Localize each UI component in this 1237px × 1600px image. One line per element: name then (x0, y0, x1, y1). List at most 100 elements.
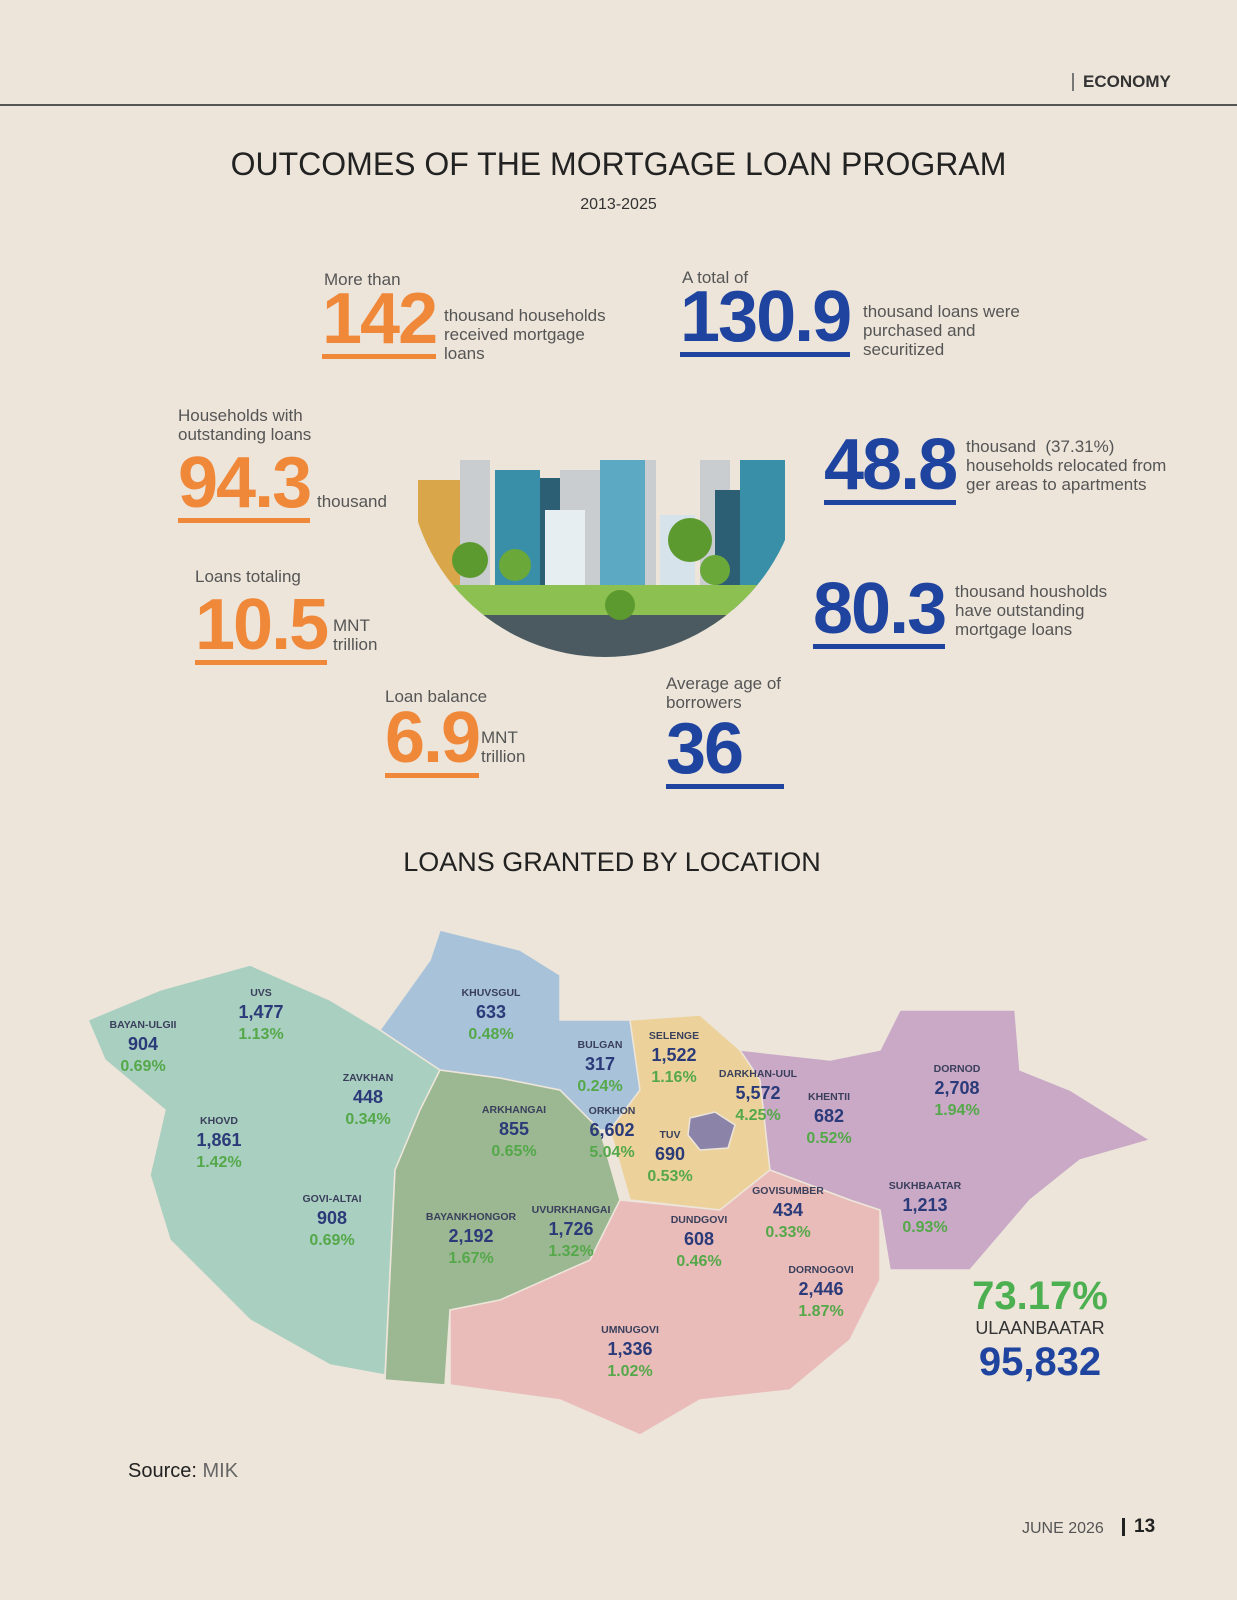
region-name: DORNOD (934, 1063, 981, 1075)
region-name: DARKHAN-UUL (719, 1068, 798, 1080)
stat-text: thousand loans were purchased and securi… (863, 302, 1020, 359)
region-share: 0.33% (765, 1224, 810, 1241)
stat-value: 6.9 (385, 698, 481, 778)
region-count: 6,602 (589, 1120, 634, 1140)
region-share: 0.53% (647, 1168, 692, 1185)
region-name: UVURKHANGAI (532, 1204, 611, 1216)
capital-count: 95,832 (978, 1340, 1102, 1384)
stat-value: 80.3 (813, 569, 947, 649)
subtitle: 2013-2025 (580, 196, 657, 213)
region-share: 0.48% (468, 1026, 513, 1043)
region-share: 0.52% (806, 1130, 851, 1147)
stat-text: thousand households received mortgage lo… (444, 306, 606, 363)
region-name: SUKHBAATAR (889, 1180, 962, 1192)
region-count: 1,477 (238, 1002, 283, 1022)
header-divider (1072, 73, 1074, 91)
stat-value: 10.5 (195, 585, 329, 665)
header-rule (0, 104, 1237, 106)
region-share: 0.34% (345, 1111, 390, 1128)
region-count: 1,336 (607, 1339, 652, 1359)
region-name: BULGAN (578, 1039, 623, 1051)
region-count: 2,446 (798, 1279, 843, 1299)
stat-value: 94.3 (178, 443, 312, 523)
page-number: 13 (1134, 1516, 1156, 1537)
region-share: 1.67% (448, 1250, 493, 1267)
region-share: 0.69% (309, 1232, 354, 1249)
region-share: 0.93% (902, 1219, 947, 1236)
stat-text: thousand housholds have outstanding mort… (955, 582, 1108, 639)
region-name: BAYANKHONGOR (426, 1211, 517, 1223)
region-share: 5.04% (589, 1144, 634, 1161)
region-name: DUNDGOVI (671, 1214, 728, 1226)
section-label: ECONOMY (1083, 72, 1171, 91)
stat-value: 48.8 (824, 425, 958, 505)
stat-text: thousand (317, 492, 387, 511)
stat-text: MNT trillion (481, 728, 526, 766)
region-name: UVS (250, 987, 272, 999)
region-count: 904 (128, 1034, 158, 1054)
region-name: BAYAN-ULGII (110, 1019, 177, 1031)
region-share: 4.25% (735, 1107, 780, 1124)
region-count: 2,192 (448, 1226, 493, 1246)
region-name: ORKHON (589, 1105, 636, 1117)
region-count: 633 (476, 1002, 506, 1022)
map: BAYAN-ULGII 904 0.69% UVS 1,477 1.13% KHUVSGUL… (87, 929, 1152, 1436)
region-share: 1.02% (607, 1363, 652, 1380)
region-count: 690 (655, 1144, 685, 1164)
region-name: UMNUGOVI (601, 1324, 659, 1336)
region-count: 608 (684, 1229, 714, 1249)
region-name: KHENTII (808, 1091, 850, 1103)
source-value: MIK (202, 1460, 239, 1482)
region-count: 855 (499, 1119, 529, 1139)
capital-name: ULAANBAATAR (975, 1318, 1105, 1338)
stat-prefix: Households with outstanding loans (178, 406, 312, 444)
region-share: 0.24% (577, 1078, 622, 1095)
stat-text: MNT trillion (333, 616, 378, 654)
region-count: 317 (585, 1054, 615, 1074)
stat-value: 130.9 (680, 277, 852, 357)
region-share: 1.94% (934, 1102, 979, 1119)
footer-date: JUNE 2026 (1022, 1520, 1104, 1537)
region-count: 448 (353, 1087, 383, 1107)
region-count: 2,708 (934, 1078, 979, 1098)
stat-prefix: More than (324, 270, 401, 289)
region-count: 908 (317, 1208, 347, 1228)
capital-share: 73.17% (972, 1274, 1108, 1318)
region-count: 1,522 (651, 1045, 696, 1065)
region-share: 1.42% (196, 1154, 241, 1171)
stat-value: 36 (666, 713, 784, 789)
region-name: SELENGE (649, 1030, 699, 1042)
stat-prefix: A total of (682, 268, 749, 287)
title: OUTCOMES OF THE MORTGAGE LOAN PROGRAM (230, 146, 1007, 182)
stat-value: 142 (322, 279, 438, 359)
region-count: 5,572 (735, 1083, 780, 1103)
region-name: TUV (660, 1129, 681, 1141)
region-name: KHOVD (200, 1115, 238, 1127)
footer-divider (1122, 1518, 1125, 1536)
region-share: 1.16% (651, 1069, 696, 1086)
region-count: 1,726 (548, 1219, 593, 1239)
stat-text: thousand (37.31%) households relocated f… (966, 437, 1172, 494)
region-name: GOVISUMBER (752, 1185, 824, 1197)
region-name: ZAVKHAN (343, 1072, 394, 1084)
region-east (738, 1009, 1152, 1271)
region-name: ARKHANGAI (482, 1104, 546, 1116)
stat-prefix: Average age of borrowers (666, 674, 781, 712)
map-title: LOANS GRANTED BY LOCATION (403, 847, 821, 877)
source-label: Source: (128, 1460, 197, 1482)
region-name: DORNOGOVI (788, 1264, 853, 1276)
region-share: 0.65% (491, 1143, 536, 1160)
stat-prefix: Loan balance (385, 687, 488, 706)
stat-prefix: Loans totaling (195, 567, 301, 586)
region-share: 1.87% (798, 1303, 843, 1320)
capital-area (687, 1111, 736, 1151)
region-count: 1,213 (902, 1195, 947, 1215)
city-illustration (408, 460, 802, 657)
region-name: GOVI-ALTAI (302, 1193, 361, 1205)
region-share: 0.46% (676, 1253, 721, 1270)
region-name: KHUVSGUL (462, 987, 522, 999)
region-count: 434 (773, 1200, 803, 1220)
source: Source: MIK (128, 1460, 238, 1483)
region-count: 1,861 (196, 1130, 241, 1150)
